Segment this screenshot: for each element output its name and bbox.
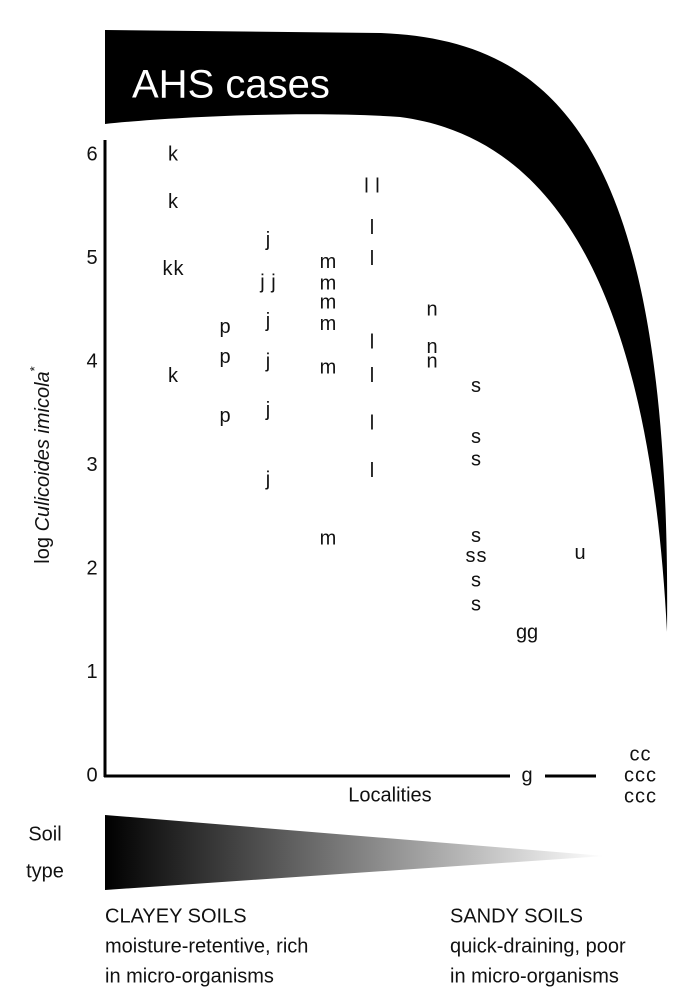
soil-title: type — [26, 860, 64, 882]
data-point: c — [624, 764, 634, 786]
clayey-title: CLAYEY SOILS — [105, 905, 247, 927]
data-point: j — [265, 350, 270, 372]
data-point: k — [168, 365, 179, 387]
data-point: l — [370, 217, 374, 239]
y-tick-label: 2 — [86, 557, 97, 579]
y-tick-label: 3 — [86, 454, 97, 476]
data-point: s — [471, 449, 481, 471]
data-point: l — [370, 365, 374, 387]
y-label-species: Culicoides imicola — [32, 371, 54, 531]
data-point: c — [641, 743, 651, 765]
data-point: m — [320, 356, 337, 378]
sandy-title: SANDY SOILS — [450, 905, 583, 927]
data-point: j — [265, 468, 270, 490]
data-point: m — [320, 313, 337, 335]
data-point: p — [219, 346, 230, 368]
data-point: k — [163, 258, 174, 280]
data-point: j — [265, 310, 270, 332]
data-point: m — [320, 273, 337, 295]
sandy-text: in micro-organisms — [450, 965, 619, 987]
data-point: c — [630, 743, 640, 765]
y-tick-label: 5 — [86, 247, 97, 269]
data-point: c — [635, 764, 645, 786]
data-point: j — [265, 229, 270, 251]
x-axis-label: Localities — [348, 784, 431, 806]
data-point: l — [370, 248, 374, 270]
data-point: s — [466, 545, 476, 567]
banner-title: AHS cases — [132, 63, 330, 107]
data-point: g — [521, 764, 532, 786]
data-point: m — [320, 291, 337, 313]
clayey-text: moisture-retentive, rich — [105, 935, 308, 957]
data-point: j — [259, 272, 264, 294]
data-point: k — [168, 191, 179, 213]
data-point: l — [375, 175, 379, 197]
data-point: l — [364, 175, 368, 197]
data-point: m — [320, 251, 337, 273]
data-point: n — [426, 336, 437, 358]
data-point: u — [574, 542, 585, 564]
data-point: j — [270, 272, 275, 294]
data-point: j — [265, 399, 270, 421]
y-label-prefix: log — [32, 537, 54, 564]
ahs-banner — [105, 30, 668, 632]
data-point: s — [471, 426, 481, 448]
data-point: n — [426, 350, 437, 372]
data-point: l — [370, 460, 374, 482]
data-point: s — [471, 375, 481, 397]
data-point: p — [219, 405, 230, 427]
data-point: k — [174, 258, 185, 280]
soil-title: Soil — [28, 823, 61, 845]
y-tick-label: 0 — [86, 764, 97, 786]
data-point: s — [471, 594, 481, 616]
data-point: c — [646, 785, 656, 807]
y-label-note: * — [27, 366, 42, 371]
data-point: p — [219, 316, 230, 338]
clayey-text: in micro-organisms — [105, 965, 274, 987]
data-point: c — [635, 785, 645, 807]
data-point: g — [527, 621, 538, 643]
data-point: l — [370, 412, 374, 434]
soil-gradient — [105, 815, 605, 890]
data-point: s — [477, 545, 487, 567]
data-point: s — [471, 570, 481, 592]
y-tick-label: 1 — [86, 661, 97, 683]
data-point: l — [370, 332, 374, 354]
data-point: s — [471, 525, 481, 547]
data-point: c — [624, 785, 634, 807]
data-point: n — [426, 299, 437, 321]
y-tick-label: 6 — [86, 143, 97, 165]
data-point: k — [168, 143, 179, 165]
data-point: c — [646, 764, 656, 786]
data-point: g — [516, 621, 527, 643]
y-tick-label: 4 — [86, 350, 97, 372]
y-axis-label: log Culicoides imicola* — [27, 366, 54, 563]
sandy-text: quick-draining, poor — [450, 935, 626, 957]
data-point: m — [320, 527, 337, 549]
